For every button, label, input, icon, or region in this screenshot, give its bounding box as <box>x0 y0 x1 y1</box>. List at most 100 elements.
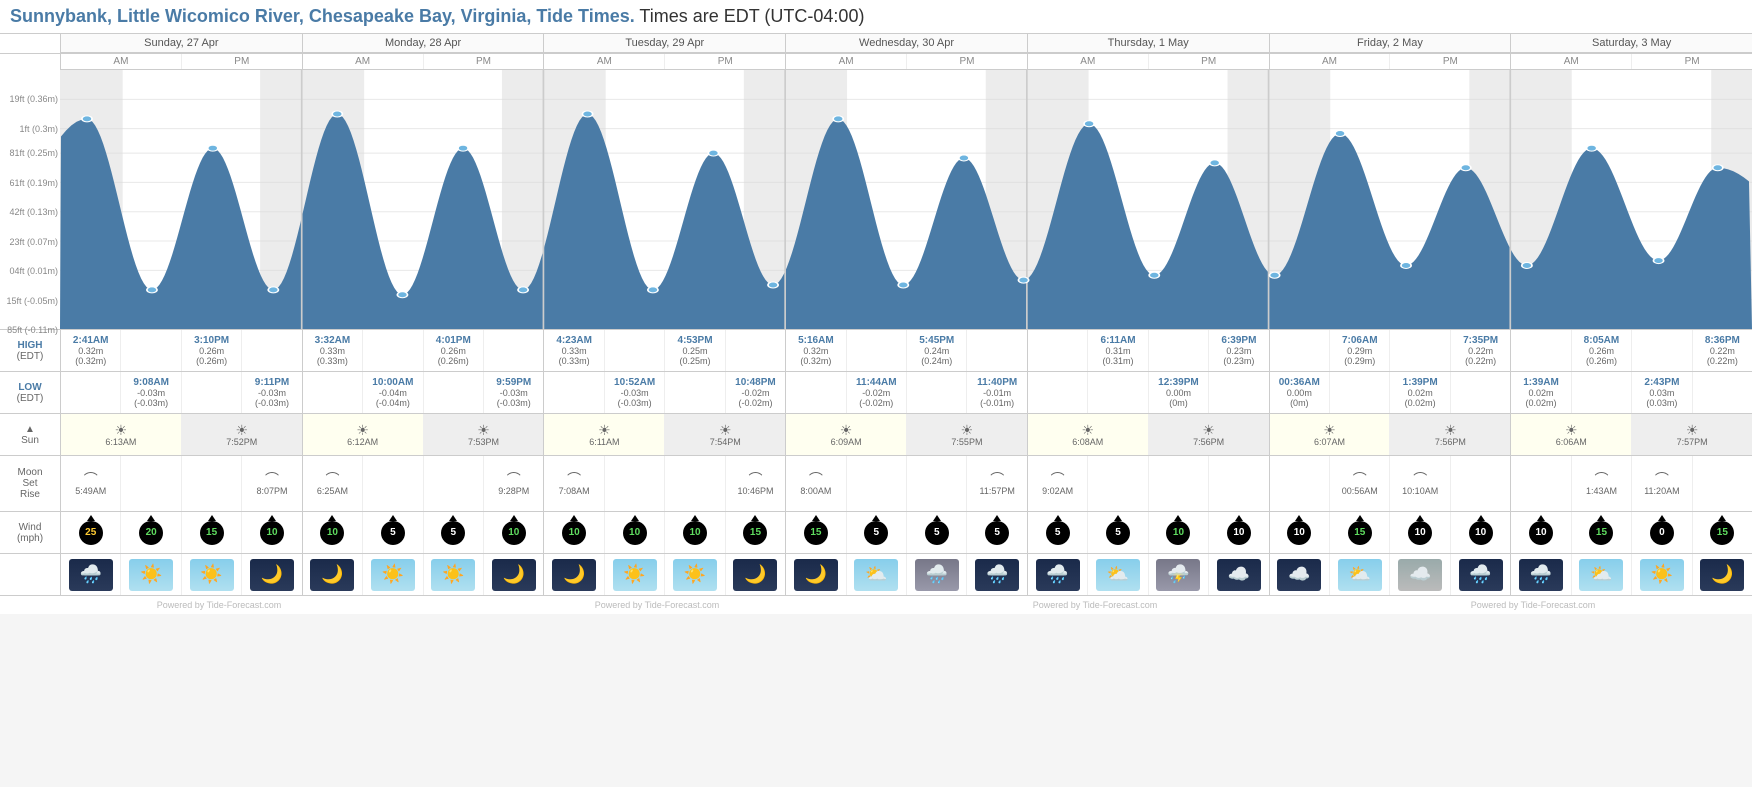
sunset-cell: ☀7:53PM <box>424 414 544 455</box>
low-tide-cell <box>1028 372 1088 413</box>
wind-badge: 10 <box>260 521 284 545</box>
wind-badge: 15 <box>1348 521 1372 545</box>
weather-icon: ☀️ <box>431 559 475 591</box>
am-label: AM <box>61 54 182 69</box>
weather-cell: 🌙 <box>726 554 785 595</box>
wind-cell: 5 <box>1088 512 1148 553</box>
tide-chart-container: Sunnybank, Little Wicomico River, Chesap… <box>0 0 1752 614</box>
title-bar: Sunnybank, Little Wicomico River, Chesap… <box>0 0 1752 33</box>
weather-icon: ⛅ <box>854 559 898 591</box>
wind-badge: 10 <box>1166 521 1190 545</box>
high-tide-cell <box>1511 330 1571 371</box>
y-axis-label: 85ft (-0.11m) <box>7 325 58 335</box>
wind-cell: 5 <box>847 512 907 553</box>
pm-label: PM <box>1390 54 1510 69</box>
wind-badge: 15 <box>804 521 828 545</box>
ampm-row: AMPMAMPMAMPMAMPMAMPMAMPMAMPM <box>0 53 1752 70</box>
low-tide-cell: 9:08AM-0.03m(-0.03m) <box>121 372 181 413</box>
moon-cell: ⌒10:46PM <box>726 456 785 511</box>
weather-cell: ⛅ <box>847 554 907 595</box>
title-location: Sunnybank, Little Wicomico River, Chesap… <box>10 6 635 26</box>
wind-cell: 10 <box>484 512 543 553</box>
weather-icon: 🌙 <box>492 559 536 591</box>
low-tide-cell: 10:48PM-0.02m(-0.02m) <box>726 372 785 413</box>
weather-icon: ☀️ <box>613 559 657 591</box>
low-tide-cell: 10:00AM-0.04m(-0.04m) <box>363 372 423 413</box>
wind-cell: 10 <box>303 512 363 553</box>
day-header-row: Sunday, 27 AprMonday, 28 AprTuesday, 29 … <box>0 33 1752 53</box>
wind-badge: 0 <box>1650 521 1674 545</box>
weather-icon: 🌙 <box>310 559 354 591</box>
low-tide-cell <box>665 372 725 413</box>
wind-badge: 10 <box>502 521 526 545</box>
high-tide-cell: 7:35PM0.22m(0.22m) <box>1451 330 1510 371</box>
wind-cell: 10 <box>1270 512 1330 553</box>
pm-label: PM <box>1632 54 1752 69</box>
moon-cell: ⌒8:00AM <box>786 456 846 511</box>
sunset-cell: ☀7:52PM <box>182 414 302 455</box>
wind-cell: 5 <box>363 512 423 553</box>
wind-cell: 5 <box>967 512 1026 553</box>
wind-badge: 10 <box>1287 521 1311 545</box>
wind-badge: 10 <box>623 521 647 545</box>
weather-cell: ⛈️ <box>1149 554 1209 595</box>
wind-badge: 5 <box>1106 521 1130 545</box>
moon-cell: ⌒8:07PM <box>242 456 301 511</box>
moon-cell <box>907 456 967 511</box>
high-tide-cell <box>1632 330 1692 371</box>
high-tide-cell <box>484 330 543 371</box>
moon-cell <box>1693 456 1752 511</box>
high-tide-cell <box>1149 330 1209 371</box>
moon-cell: ⌒7:08AM <box>544 456 604 511</box>
weather-cell: ☁️ <box>1270 554 1330 595</box>
weather-cell: ⛅ <box>1330 554 1390 595</box>
am-label: AM <box>1511 54 1632 69</box>
sunrise-cell: ☀6:06AM <box>1511 414 1632 455</box>
high-tide-cell: 4:53PM0.25m(0.25m) <box>665 330 725 371</box>
wind-cell: 10 <box>1209 512 1268 553</box>
low-tide-cell <box>907 372 967 413</box>
wind-cell: 10 <box>544 512 604 553</box>
wind-cell: 5 <box>424 512 484 553</box>
wind-cell: 5 <box>1028 512 1088 553</box>
sunrise-cell: ☀6:08AM <box>1028 414 1149 455</box>
sunset-cell: ☀7:54PM <box>665 414 785 455</box>
weather-cell: 🌧️ <box>1451 554 1510 595</box>
high-tide-cell: 6:39PM0.23m(0.23m) <box>1209 330 1268 371</box>
wind-badge: 10 <box>1227 521 1251 545</box>
wind-badge: 10 <box>1469 521 1493 545</box>
weather-cell: 🌙 <box>484 554 543 595</box>
day-header: Thursday, 1 May <box>1028 34 1269 53</box>
weather-icon: 🌙 <box>250 559 294 591</box>
high-tide-cell: 3:10PM0.26m(0.26m) <box>182 330 242 371</box>
high-tide-cell: 5:45PM0.24m(0.24m) <box>907 330 967 371</box>
weather-cell: ⛅ <box>1572 554 1632 595</box>
wind-badge: 10 <box>1529 521 1553 545</box>
wind-badge: 10 <box>562 521 586 545</box>
low-tide-row: LOW(EDT) 9:08AM-0.03m(-0.03m)9:11PM-0.03… <box>0 372 1752 414</box>
wind-badge: 20 <box>139 521 163 545</box>
high-tide-cell <box>1028 330 1088 371</box>
moon-cell: ⌒9:28PM <box>484 456 543 511</box>
y-axis-label: 04ft (0.01m) <box>9 266 58 276</box>
weather-cell: ☀️ <box>182 554 242 595</box>
weather-cell: ☀️ <box>1632 554 1692 595</box>
high-tide-cell <box>1390 330 1450 371</box>
weather-cell: ☀️ <box>363 554 423 595</box>
low-tide-cell: 12:39PM0.00m(0m) <box>1149 372 1209 413</box>
moon-cell: ⌒6:25AM <box>303 456 363 511</box>
low-tide-cell <box>786 372 846 413</box>
wind-cell: 15 <box>1330 512 1390 553</box>
weather-cell: ☀️ <box>121 554 181 595</box>
low-tide-cell <box>1209 372 1268 413</box>
high-tide-cell <box>363 330 423 371</box>
moon-cell <box>1511 456 1571 511</box>
sunset-cell: ☀7:56PM <box>1149 414 1269 455</box>
low-tide-cell <box>1451 372 1510 413</box>
moon-cell <box>1088 456 1148 511</box>
wind-badge: 15 <box>743 521 767 545</box>
wind-cell: 15 <box>1693 512 1752 553</box>
pm-label: PM <box>665 54 785 69</box>
high-tide-cell: 5:16AM0.32m(0.32m) <box>786 330 846 371</box>
low-tide-cell: 1:39AM0.02m(0.02m) <box>1511 372 1571 413</box>
